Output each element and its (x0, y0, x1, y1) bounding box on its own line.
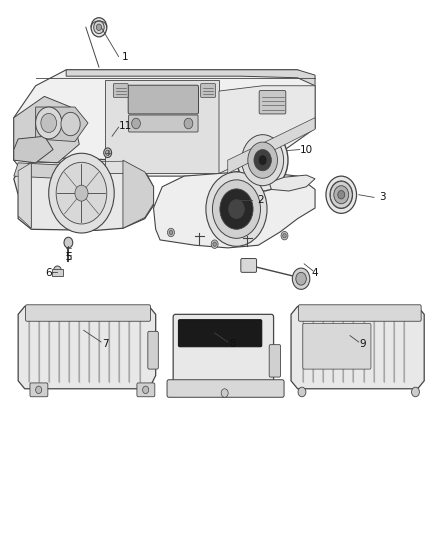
Ellipse shape (217, 192, 230, 204)
FancyBboxPatch shape (201, 84, 215, 98)
Circle shape (229, 199, 244, 219)
Circle shape (206, 172, 267, 246)
FancyBboxPatch shape (178, 320, 262, 347)
FancyBboxPatch shape (241, 259, 257, 272)
Circle shape (281, 231, 288, 240)
Circle shape (75, 185, 88, 201)
Circle shape (334, 185, 349, 204)
Circle shape (212, 180, 261, 238)
Circle shape (242, 135, 284, 185)
Circle shape (220, 189, 253, 229)
Polygon shape (123, 160, 153, 228)
Circle shape (41, 114, 57, 133)
FancyBboxPatch shape (173, 314, 274, 389)
Circle shape (167, 228, 174, 237)
Polygon shape (269, 175, 315, 191)
Polygon shape (14, 70, 315, 176)
Polygon shape (14, 158, 153, 230)
Circle shape (338, 190, 345, 199)
Circle shape (94, 21, 104, 34)
Circle shape (221, 389, 228, 397)
Ellipse shape (212, 187, 235, 211)
Circle shape (326, 176, 357, 213)
Circle shape (96, 24, 102, 30)
Circle shape (49, 154, 114, 233)
FancyBboxPatch shape (167, 379, 284, 397)
Polygon shape (18, 163, 31, 228)
Circle shape (53, 266, 61, 276)
Circle shape (296, 272, 306, 285)
Polygon shape (153, 171, 315, 248)
Ellipse shape (206, 181, 241, 216)
Text: 7: 7 (102, 338, 109, 349)
Circle shape (330, 181, 353, 208)
Text: 1: 1 (122, 52, 128, 61)
Text: 9: 9 (360, 338, 367, 349)
Polygon shape (291, 306, 424, 389)
Circle shape (298, 387, 306, 397)
Text: 4: 4 (312, 268, 318, 278)
FancyBboxPatch shape (128, 85, 198, 114)
Polygon shape (106, 80, 219, 173)
FancyBboxPatch shape (52, 269, 63, 276)
Circle shape (35, 107, 62, 139)
FancyBboxPatch shape (303, 324, 371, 369)
Polygon shape (228, 118, 315, 173)
Text: 5: 5 (65, 252, 72, 262)
Circle shape (248, 142, 278, 178)
Circle shape (169, 230, 173, 235)
Polygon shape (14, 96, 79, 163)
Circle shape (211, 240, 218, 248)
Circle shape (61, 112, 80, 136)
Circle shape (237, 130, 288, 191)
Text: 8: 8 (229, 338, 235, 349)
Circle shape (412, 387, 420, 397)
Circle shape (292, 268, 310, 289)
Polygon shape (14, 136, 53, 163)
FancyBboxPatch shape (113, 84, 128, 98)
Polygon shape (66, 70, 315, 86)
Circle shape (132, 118, 141, 129)
FancyBboxPatch shape (148, 332, 158, 369)
Circle shape (283, 233, 286, 238)
FancyBboxPatch shape (30, 383, 48, 397)
FancyBboxPatch shape (25, 305, 150, 321)
Circle shape (64, 237, 73, 248)
Text: 10: 10 (300, 144, 313, 155)
FancyBboxPatch shape (129, 115, 198, 132)
FancyBboxPatch shape (269, 345, 281, 377)
Circle shape (184, 118, 193, 129)
Circle shape (91, 18, 107, 37)
Text: 11: 11 (119, 120, 132, 131)
FancyBboxPatch shape (259, 91, 286, 114)
FancyBboxPatch shape (298, 305, 421, 321)
Circle shape (106, 150, 110, 156)
FancyBboxPatch shape (137, 383, 155, 397)
Polygon shape (35, 107, 88, 142)
Polygon shape (219, 86, 315, 173)
Text: 3: 3 (379, 192, 386, 203)
Circle shape (143, 386, 149, 393)
Circle shape (35, 386, 42, 393)
Polygon shape (18, 306, 155, 389)
Polygon shape (14, 163, 71, 179)
Text: 2: 2 (257, 195, 264, 205)
Circle shape (254, 150, 272, 171)
Circle shape (56, 163, 107, 224)
Text: 6: 6 (46, 268, 52, 278)
Circle shape (258, 155, 267, 165)
Circle shape (213, 242, 216, 246)
Circle shape (104, 148, 112, 158)
